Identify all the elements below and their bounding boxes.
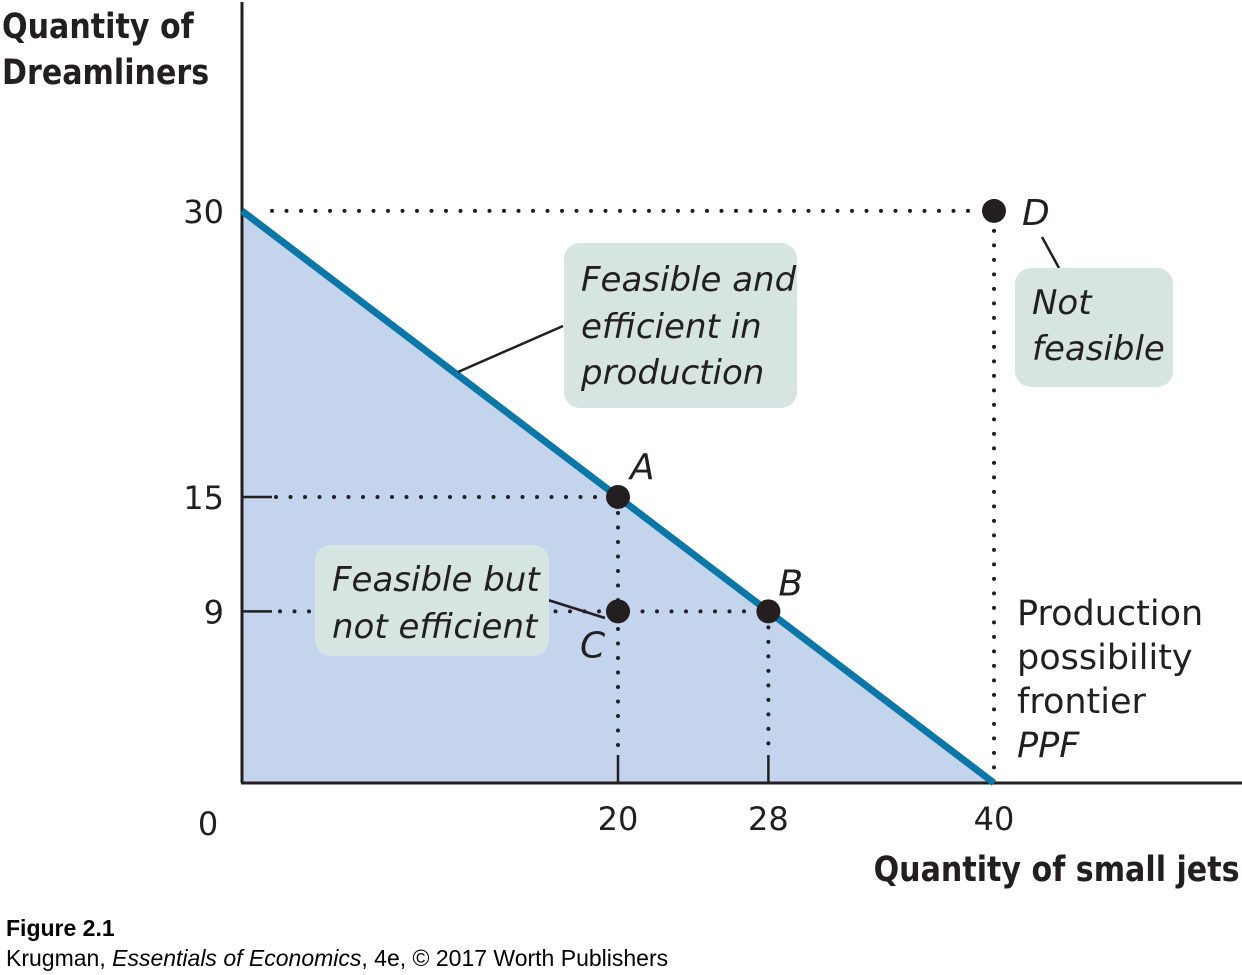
- callout-text-efficient-1: Feasible and: [581, 260, 797, 300]
- callout-box-not-feasible: [1015, 268, 1173, 387]
- point-c: [606, 599, 630, 624]
- ppf-label-line-4: PPF: [1017, 726, 1080, 766]
- point-label-d: D: [1022, 193, 1050, 234]
- x-tick-label-20: 20: [598, 800, 639, 838]
- source-prefix: Krugman,: [6, 945, 113, 971]
- x-axis-label: Quantity of small jets: [874, 850, 1240, 890]
- y-tick-label-30: 30: [183, 193, 224, 231]
- point-d: [982, 198, 1006, 223]
- y-axis-label-line-2: Dreamliners: [2, 53, 210, 93]
- x-tick-label-28: 28: [748, 800, 789, 838]
- point-label-a: A: [628, 447, 655, 488]
- point-label-c: C: [580, 625, 606, 666]
- data-points: A B C D: [580, 193, 1050, 666]
- y-tick-label-15: 15: [183, 479, 224, 517]
- callout-text-inefficient-1: Feasible but: [332, 560, 541, 600]
- y-axis-label: Quantity of Dreamliners: [2, 4, 209, 96]
- x-tick-label-40: 40: [974, 800, 1015, 838]
- leader-efficient: [457, 324, 564, 374]
- callout-text-efficient-3: production: [580, 353, 764, 393]
- figure-caption: Figure 2.1 Krugman, Essentials of Econom…: [6, 913, 668, 973]
- point-a: [606, 484, 630, 509]
- source-suffix: , 4e, © 2017 Worth Publishers: [361, 945, 669, 971]
- callout-text-inefficient-2: not efficient: [332, 607, 539, 647]
- callout-text-not-feasible-1: Not: [1032, 283, 1093, 323]
- ppf-label-line-1: Production: [1017, 594, 1203, 634]
- callout-text-efficient-2: efficient in: [581, 307, 762, 347]
- ppf-label-line-3: frontier: [1017, 682, 1147, 722]
- figure-number: Figure 2.1: [6, 915, 115, 941]
- callout-box-inefficient: [315, 545, 549, 656]
- y-axis-label-line-1: Quantity of: [2, 7, 194, 47]
- figure-source: Krugman, Essentials of Economics, 4e, © …: [6, 943, 668, 973]
- guide-lines: [270, 208, 996, 779]
- y-tick-label-9: 9: [204, 593, 224, 631]
- source-title: Essentials of Economics: [112, 945, 362, 971]
- callout-box-efficient: [564, 243, 797, 408]
- leader-inefficient: [547, 598, 606, 620]
- ppf-label-line-2: possibility: [1017, 638, 1193, 678]
- callout-text-not-feasible-2: feasible: [1032, 329, 1165, 369]
- origin-label: 0: [198, 805, 218, 843]
- point-label-b: B: [778, 563, 803, 604]
- callout-leaders: [457, 236, 1061, 620]
- axes: [240, 2, 1242, 785]
- point-b: [756, 599, 781, 624]
- leader-not-feasible: [1040, 236, 1061, 269]
- callout-boxes: Feasible and efficient in production Not fea…: [315, 243, 1173, 656]
- tick-labels: 0 20 28 40 30 15 9: [183, 193, 1014, 843]
